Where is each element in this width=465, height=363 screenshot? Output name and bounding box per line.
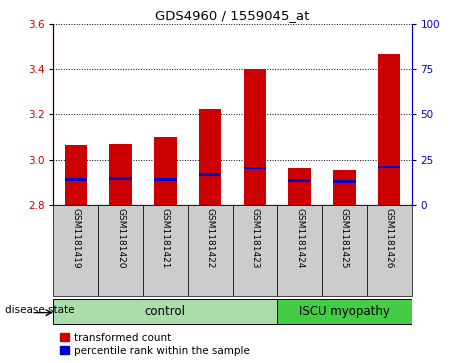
Text: GSM1181426: GSM1181426 [385, 208, 394, 268]
Bar [378, 54, 400, 205]
Text: disease state: disease state [5, 305, 74, 315]
Bar [65, 178, 87, 181]
Title: GDS4960 / 1559045_at: GDS4960 / 1559045_at [155, 9, 310, 23]
Bar [199, 173, 221, 176]
Bar [322, 205, 367, 296]
Bar [244, 69, 266, 205]
Bar [109, 144, 132, 205]
Bar [277, 205, 322, 296]
Bar [65, 145, 87, 205]
Text: GSM1181423: GSM1181423 [250, 208, 259, 268]
Bar [98, 205, 143, 296]
Bar [244, 167, 266, 169]
Bar [188, 205, 232, 296]
Text: GSM1181425: GSM1181425 [340, 208, 349, 268]
Bar [143, 205, 188, 296]
Text: GSM1181420: GSM1181420 [116, 208, 125, 268]
Text: GSM1181421: GSM1181421 [161, 208, 170, 268]
Bar [288, 179, 311, 182]
Bar [154, 178, 177, 181]
Bar [53, 299, 277, 323]
Text: ISCU myopathy: ISCU myopathy [299, 305, 390, 318]
Legend: transformed count, percentile rank within the sample: transformed count, percentile rank withi… [59, 332, 251, 356]
Text: control: control [145, 305, 186, 318]
Bar [199, 109, 221, 205]
Text: GSM1181419: GSM1181419 [71, 208, 80, 269]
Bar [154, 137, 177, 205]
Text: GSM1181422: GSM1181422 [206, 208, 215, 268]
Bar [232, 205, 277, 296]
Bar [53, 205, 98, 296]
Bar [378, 166, 400, 168]
Bar [288, 168, 311, 205]
Bar [277, 299, 412, 323]
Bar [333, 170, 356, 205]
Bar [109, 178, 132, 180]
Bar [333, 180, 356, 183]
Text: GSM1181424: GSM1181424 [295, 208, 304, 268]
Bar [367, 205, 412, 296]
